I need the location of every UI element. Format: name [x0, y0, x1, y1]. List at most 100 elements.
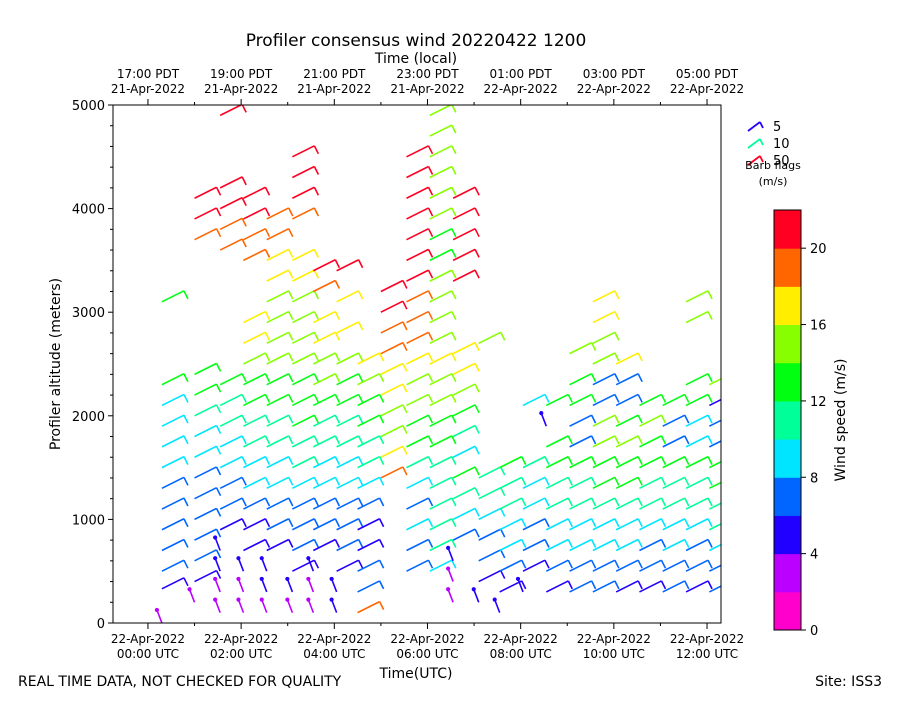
- barb-legend-glyph: [747, 121, 764, 132]
- wind-barb: [292, 310, 320, 324]
- wind-barb: [336, 393, 364, 407]
- wind-barb: [243, 352, 271, 365]
- wind-barb: [478, 569, 506, 583]
- wind-barb: [312, 518, 341, 531]
- top-tick-time: 01:00 PDT: [490, 67, 553, 81]
- wind-barb: [478, 528, 506, 541]
- x-tick-time: 06:00 UTC: [396, 647, 458, 661]
- wind-barb: [194, 507, 222, 521]
- wind-barb: [243, 331, 271, 344]
- wind-barb: [639, 455, 667, 469]
- wind-barb: [312, 476, 341, 490]
- wind-barb: [615, 518, 643, 531]
- quality-note: REAL TIME DATA, NOT CHECKED FOR QUALITY: [18, 674, 342, 690]
- wind-barb: [380, 466, 408, 479]
- wind-barb: [708, 502, 721, 510]
- top-tick-time: 21:00 PDT: [303, 67, 366, 81]
- wind-barb: [592, 331, 620, 344]
- wind-barb: [380, 341, 408, 355]
- wind-barb: [292, 207, 320, 220]
- wind-barb: [194, 466, 222, 479]
- wind-barb: [492, 597, 501, 613]
- wind-barb: [478, 466, 506, 479]
- wind-barb: [429, 414, 457, 427]
- wind-barb: [357, 435, 385, 448]
- wind-barb: [306, 556, 315, 572]
- wind-barb: [406, 248, 434, 262]
- wind-barb: [357, 538, 385, 552]
- y-tick-label: 4000: [72, 203, 105, 218]
- wind-barb: [357, 600, 385, 614]
- wind-barb: [161, 476, 189, 490]
- wind-barb: [545, 435, 574, 448]
- x-tick-date: 22-Apr-2022: [577, 632, 651, 646]
- wind-barb: [662, 497, 690, 510]
- wind-barb: [406, 414, 434, 427]
- y-tick-label: 0: [97, 617, 105, 632]
- wind-barb: [615, 352, 643, 365]
- colorbar-segment: [774, 324, 801, 364]
- wind-barb: [306, 576, 315, 593]
- wind-barb: [615, 476, 643, 490]
- wind-barb: [429, 186, 457, 199]
- wind-barb: [357, 580, 385, 593]
- wind-barb: [471, 587, 480, 603]
- colorbar-label: Wind speed (m/s): [833, 359, 849, 482]
- wind-barb: [336, 435, 364, 448]
- wind-barb: [292, 248, 320, 262]
- wind-barb: [357, 518, 385, 531]
- top-tick-time: 19:00 PDT: [210, 67, 273, 81]
- wind-barb: [615, 497, 643, 510]
- wind-barb: [569, 538, 597, 552]
- wind-barb: [236, 556, 245, 572]
- wind-barb: [406, 518, 434, 531]
- wind-barb: [243, 414, 271, 427]
- wind-barb: [708, 564, 721, 572]
- wind-barb: [685, 393, 713, 407]
- wind-barb: [161, 577, 189, 590]
- wind-barb: [592, 435, 620, 448]
- top-tick-date: 22-Apr-2022: [484, 82, 558, 96]
- wind-barb: [406, 455, 434, 469]
- top-tick-date: 21-Apr-2022: [111, 82, 185, 96]
- top-axis-label: Time (local): [374, 51, 457, 67]
- wind-barb: [380, 383, 408, 396]
- barb-legend-label: 5: [773, 120, 781, 135]
- wind-barb: [292, 538, 320, 552]
- wind-barb: [292, 559, 320, 572]
- wind-barb: [452, 207, 480, 220]
- wind-barb: [708, 398, 721, 407]
- wind-barb: [236, 576, 245, 593]
- wind-barb: [569, 341, 597, 355]
- barb-legend-glyph: [747, 138, 764, 149]
- wind-barb: [429, 497, 457, 510]
- wind-barb: [194, 362, 222, 376]
- wind-barb: [615, 393, 643, 407]
- top-tick-date: 21-Apr-2022: [390, 82, 464, 96]
- colorbar-segment: [774, 515, 801, 555]
- wind-barb: [312, 414, 341, 427]
- wind-barb: [292, 145, 320, 158]
- wind-barb: [406, 227, 434, 241]
- wind-barb: [545, 497, 574, 510]
- wind-barb: [154, 607, 163, 623]
- wind-barb: [357, 455, 385, 469]
- wind-barb: [161, 435, 189, 448]
- chart-title: Profiler consensus wind 20220422 1200: [246, 31, 587, 51]
- wind-barb: [406, 290, 434, 303]
- wind-barb: [161, 497, 189, 510]
- wind-barb: [194, 424, 222, 438]
- wind-barb: [708, 460, 721, 469]
- colorbar-segment: [774, 210, 801, 249]
- wind-barb: [708, 440, 721, 448]
- wind-barb: [592, 476, 620, 490]
- wind-barb: [662, 414, 690, 427]
- wind-barb: [685, 455, 713, 469]
- wind-barb: [243, 538, 271, 552]
- wind-barb: [685, 373, 713, 386]
- wind-barb: [545, 476, 574, 490]
- wind-barb: [219, 455, 247, 469]
- wind-barb: [452, 186, 480, 199]
- wind-barb: [194, 528, 222, 541]
- colorbar: 0 4 8 12 16 20: [773, 209, 827, 639]
